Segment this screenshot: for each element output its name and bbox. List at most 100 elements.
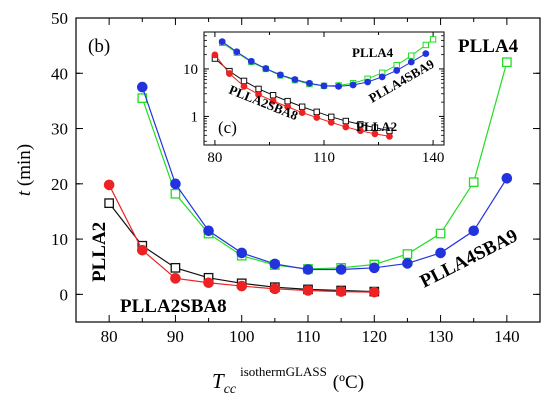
inset-point-plla2: [240, 77, 248, 85]
point-plla4: [502, 57, 512, 68]
point-plla2sba8: [368, 286, 380, 298]
inset-point-plla4sba9: [407, 58, 415, 66]
point-plla2sba8: [136, 244, 148, 256]
inset-point-plla2sba8: [226, 70, 233, 77]
point-plla4sba9: [236, 247, 248, 259]
inset-point-plla4sba9: [364, 78, 372, 86]
inset-point-plla2sba8: [269, 97, 277, 105]
y-tick-label: 20: [51, 175, 68, 194]
y-tick-label: 10: [51, 230, 68, 249]
point-plla4: [402, 249, 413, 259]
inset-x-tick-label: 110: [313, 150, 335, 166]
inset-point-plla4sba9: [378, 73, 386, 81]
inset-point-plla4sba9: [306, 79, 313, 87]
inset-point-plla4sba9: [422, 50, 430, 58]
point-plla4: [435, 228, 446, 239]
y-tick-label: 0: [60, 285, 69, 304]
inset-point-plla2sba8: [356, 127, 364, 135]
x-tick-label: 90: [167, 327, 184, 346]
inset-point-plla4sba9: [335, 82, 342, 90]
point-plla4sba9: [435, 247, 446, 259]
point-plla4: [170, 188, 181, 199]
inset-y-tick-label: 10: [183, 62, 198, 78]
inset-point-plla2: [342, 117, 350, 125]
label-plla2: PLLA2: [89, 222, 110, 282]
point-plla2sba8: [236, 280, 248, 292]
point-plla4sba9: [368, 262, 380, 274]
inset-point-plla2: [371, 124, 379, 131]
point-plla2sba8: [302, 285, 314, 296]
panel-label-c: (c): [218, 118, 237, 137]
inset-point-plla2sba8: [255, 91, 262, 98]
point-plla2: [104, 198, 114, 209]
inset-point-plla4sba9: [349, 81, 357, 89]
x-tick-label: 110: [296, 327, 321, 346]
inset-point-plla4sba9: [276, 71, 284, 79]
inset-point-plla2sba8: [298, 109, 306, 117]
inset-point-plla2: [357, 121, 364, 128]
inset-x-tick-label: 140: [422, 150, 445, 166]
inset-point-plla2sba8: [371, 130, 379, 138]
inset-point-plla4sba9: [233, 48, 241, 56]
point-plla4sba9: [136, 81, 148, 93]
inset-point-plla4: [429, 36, 437, 43]
point-plla4sba9: [402, 258, 413, 269]
point-plla2: [170, 262, 181, 273]
point-plla2sba8: [170, 273, 181, 284]
inset-point-plla4sba9: [247, 57, 255, 65]
inset-point-plla2sba8: [327, 118, 335, 126]
inset-point-plla4sba9: [393, 67, 401, 74]
panel-label-b: (b): [88, 36, 110, 57]
point-plla2sba8: [103, 179, 115, 191]
series-line-plla2: [108, 202, 375, 293]
inset-label-plla2: PLLA2: [356, 119, 397, 134]
inset-point-plla2sba8: [240, 82, 248, 90]
label-plla4sba9: PLLA4SBA9: [417, 225, 522, 292]
label-plla4: PLLA4: [458, 36, 519, 57]
point-plla4: [468, 177, 479, 188]
inset-point-plla2sba8: [386, 132, 393, 140]
x-tick-label: 120: [362, 327, 388, 346]
point-plla4sba9: [269, 258, 281, 270]
inset-x-tick-label: 80: [207, 150, 222, 166]
y-axis-label: t (min): [14, 144, 35, 196]
series-line-plla4sba9: [141, 86, 508, 271]
x-tick-label: 130: [428, 327, 454, 346]
x-axis-label: TccisothermGLASS(ºC): [212, 364, 364, 397]
inset-point-plla4sba9: [218, 38, 226, 46]
x-tick-label: 80: [101, 327, 118, 346]
y-tick-label: 40: [51, 64, 68, 83]
y-tick-label: 30: [51, 120, 68, 139]
inset-point-plla2sba8: [313, 114, 321, 121]
x-tick-label: 140: [494, 327, 520, 346]
inset-point-plla4: [422, 41, 430, 49]
point-plla4sba9: [501, 172, 513, 184]
inset-point-plla4sba9: [262, 65, 270, 72]
inset-point-plla4sba9: [320, 82, 328, 90]
point-plla2sba8: [269, 283, 281, 295]
inset-point-plla2sba8: [284, 103, 292, 111]
inset-point-plla2: [328, 113, 335, 121]
inset-panel: 80 110 140110(c)PLLA4PLLA4SBA9PLLA2SBA8PLL…: [183, 31, 445, 166]
series-line-plla2sba8: [108, 184, 375, 293]
point-plla4sba9: [170, 178, 181, 190]
series-line-plla4: [141, 62, 508, 270]
point-plla4sba9: [468, 225, 480, 237]
y-tick-label: 50: [51, 9, 68, 28]
point-plla2sba8: [335, 286, 347, 297]
inset-point-plla2: [313, 108, 320, 116]
inset-y-tick-label: 1: [191, 109, 199, 125]
inset-point-plla2sba8: [211, 51, 219, 59]
inset-point-plla4sba9: [291, 76, 299, 83]
label-plla2sba8: PLLA2SBA8: [120, 296, 227, 317]
x-tick-label: 100: [229, 327, 255, 346]
point-plla4sba9: [335, 264, 347, 275]
inset-label-plla4: PLLA4: [352, 45, 394, 60]
point-plla4sba9: [302, 264, 314, 275]
inset-point-plla2sba8: [342, 123, 350, 131]
point-plla4sba9: [203, 225, 214, 237]
point-plla2sba8: [203, 277, 214, 289]
